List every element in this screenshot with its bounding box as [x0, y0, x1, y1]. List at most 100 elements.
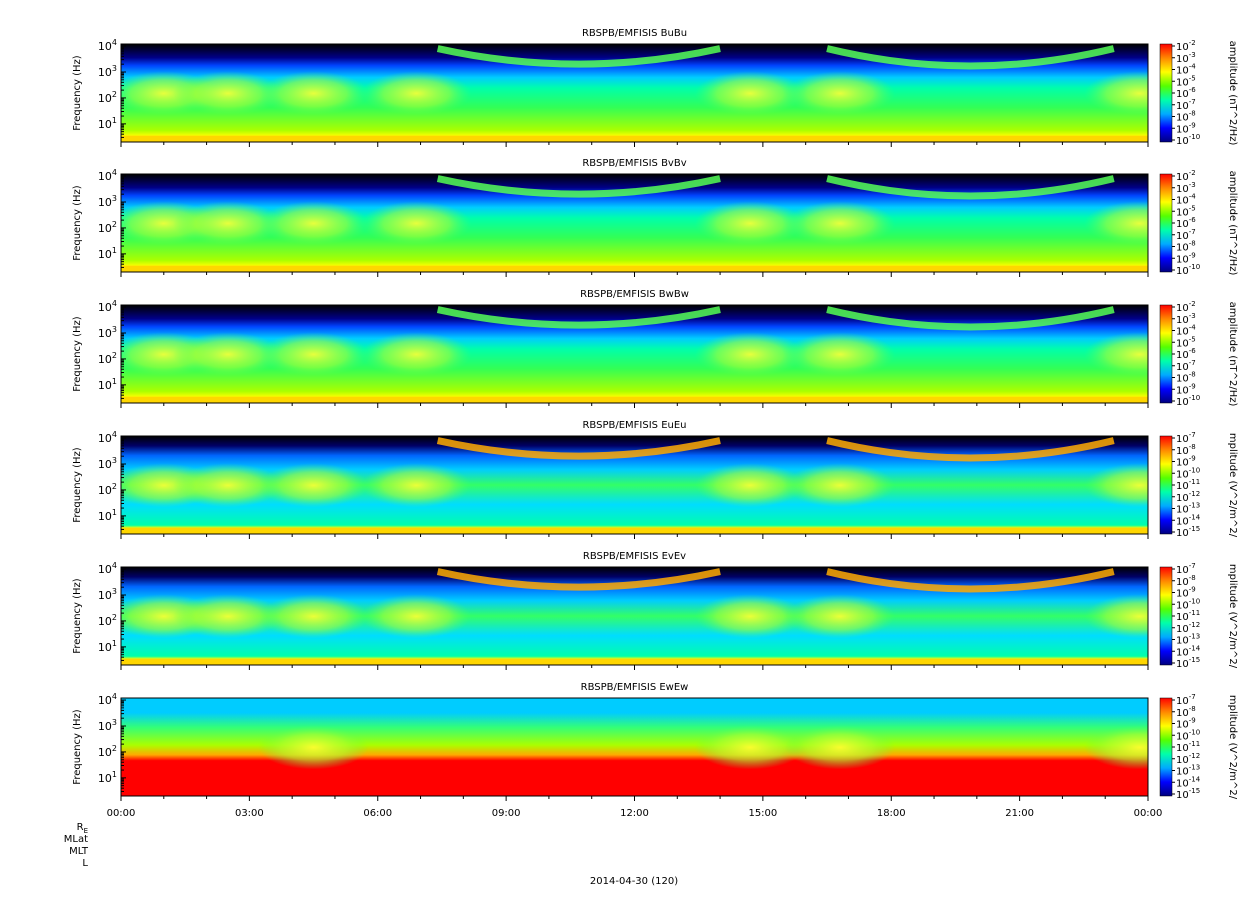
hiss-emission: [784, 463, 895, 508]
chorus-arc: [436, 437, 721, 460]
y-tick-label: 101: [98, 246, 117, 261]
chorus-arc: [436, 306, 721, 329]
hiss-emission: [258, 71, 369, 116]
colorbar-tick-label: 10-8: [1176, 443, 1196, 457]
spectrogram-image: [121, 44, 1148, 142]
colorbar-tick-label: 10-3: [1176, 312, 1196, 326]
spectrogram-image: [121, 174, 1148, 272]
colorbar-tick-label: 10-8: [1176, 240, 1196, 254]
colorbar-tick-label: 10-9: [1176, 382, 1196, 396]
y-axis-label: Frequency (Hz): [72, 578, 83, 654]
x-tick-label: 15:00: [748, 808, 777, 819]
colorbar-tick-label: 10-10: [1176, 728, 1200, 742]
colorbar-tick-label: 10-10: [1176, 466, 1200, 480]
ephemeris-row-label: MLat: [64, 834, 88, 845]
hiss-emission: [172, 332, 283, 377]
colorbar-tick-label: 10-15: [1176, 787, 1200, 801]
colorbar-label: mplitude (V^2/m^2/: [1227, 433, 1238, 538]
hiss-emission: [695, 725, 806, 770]
colorbar-tick-label: 10-10: [1176, 263, 1200, 277]
colorbar-tick-label: 10-12: [1176, 490, 1200, 504]
spectrogram-image: [121, 305, 1148, 403]
colorbar-tick-label: 10-10: [1176, 597, 1200, 611]
x-tick-label: 00:00: [107, 808, 136, 819]
spectrogram-image: [121, 567, 1148, 665]
spectrogram-image: [121, 698, 1148, 796]
colorbar-tick-label: 10-5: [1176, 74, 1196, 88]
ephemeris-row-label: L: [82, 858, 88, 869]
y-axis-label: Frequency (Hz): [72, 709, 83, 785]
colorbar-tick-label: 10-7: [1176, 693, 1196, 707]
colorbar-tick-label: 10-13: [1176, 633, 1200, 647]
ephemeris-row-label: MLT: [69, 846, 89, 857]
colorbar-tick-label: 10-2: [1176, 39, 1196, 53]
colorbar-tick-label: 10-11: [1176, 609, 1200, 623]
hiss-emission: [361, 594, 472, 639]
y-tick-label: 102: [98, 220, 117, 235]
x-tick-label: 09:00: [492, 808, 521, 819]
colorbar-tick-label: 10-9: [1176, 717, 1196, 731]
colorbar-tick-label: 10-8: [1176, 705, 1196, 719]
y-tick-label: 101: [98, 377, 117, 392]
hiss-emission: [361, 201, 472, 246]
colorbar: [1159, 566, 1173, 666]
colorbar-tick-label: 10-2: [1176, 300, 1196, 314]
panel-title: RBSPB/EMFISIS BwBw: [580, 289, 689, 300]
x-tick-label: 18:00: [877, 808, 906, 819]
colorbar-label: amplitude (nT^2/Hz): [1227, 171, 1238, 276]
spectrogram-image: [121, 436, 1148, 534]
colorbar-tick-label: 10-8: [1176, 574, 1196, 588]
colorbar-tick-label: 10-11: [1176, 740, 1200, 754]
hiss-emission: [361, 71, 472, 116]
y-tick-label: 103: [98, 718, 117, 733]
hiss-emission: [695, 201, 806, 246]
colorbar-tick-label: 10-3: [1176, 51, 1196, 65]
y-tick-label: 104: [98, 692, 117, 707]
x-tick-label: 06:00: [363, 808, 392, 819]
hiss-emission: [784, 594, 895, 639]
colorbar-tick-label: 10-15: [1176, 525, 1200, 539]
panel-title: RBSPB/EMFISIS EvEv: [583, 551, 686, 562]
colorbar-tick-label: 10-2: [1176, 169, 1196, 183]
hiss-emission: [784, 332, 895, 377]
spectrogram-panel: RBSPB/EMFISIS EvEv Frequency (Hz) 104 103 10…: [72, 551, 1238, 670]
colorbar-tick-label: 10-14: [1176, 775, 1201, 789]
colorbar-tick-label: 10-6: [1176, 86, 1196, 100]
colorbar-tick-label: 10-14: [1176, 644, 1201, 658]
colorbar-tick-label: 10-5: [1176, 335, 1196, 349]
hiss-emission: [784, 71, 895, 116]
y-tick-label: 103: [98, 587, 117, 602]
colorbar: [1159, 304, 1173, 404]
spectrogram-panel: RBSPB/EMFISIS EuEu Frequency (Hz) 104 103 10…: [72, 420, 1238, 539]
low-frequency-band: [121, 527, 1148, 534]
y-tick-label: 103: [98, 64, 117, 79]
hiss-emission: [172, 463, 283, 508]
colorbar: [1159, 435, 1173, 535]
hiss-emission: [258, 725, 369, 770]
chorus-arc: [826, 175, 1115, 200]
low-frequency-band: [121, 135, 1148, 142]
colorbar-tick-label: 10-9: [1176, 455, 1196, 469]
y-tick-label: 104: [98, 299, 117, 314]
colorbar-tick-label: 10-4: [1176, 63, 1196, 77]
y-tick-label: 101: [98, 116, 117, 131]
y-tick-label: 101: [98, 770, 117, 785]
x-tick-label: 03:00: [235, 808, 264, 819]
y-tick-label: 103: [98, 194, 117, 209]
chorus-arc: [826, 437, 1115, 462]
panel-title: RBSPB/EMFISIS EwEw: [581, 682, 689, 693]
hiss-emission: [1084, 71, 1148, 116]
spectrogram-panel: RBSPB/EMFISIS EwEw Frequency (Hz) 104 103 10…: [72, 682, 1238, 801]
colorbar-tick-label: 10-7: [1176, 359, 1196, 373]
y-tick-label: 101: [98, 508, 117, 523]
hiss-emission: [258, 463, 369, 508]
y-axis-label: Frequency (Hz): [72, 55, 83, 131]
panel-title: RBSPB/EMFISIS EuEu: [582, 420, 686, 431]
chorus-arc: [436, 175, 721, 198]
chorus-arc: [826, 306, 1115, 331]
y-tick-label: 104: [98, 430, 117, 445]
y-tick-label: 102: [98, 351, 117, 366]
colorbar-tick-label: 10-7: [1176, 228, 1196, 242]
low-frequency-band: [121, 396, 1148, 403]
